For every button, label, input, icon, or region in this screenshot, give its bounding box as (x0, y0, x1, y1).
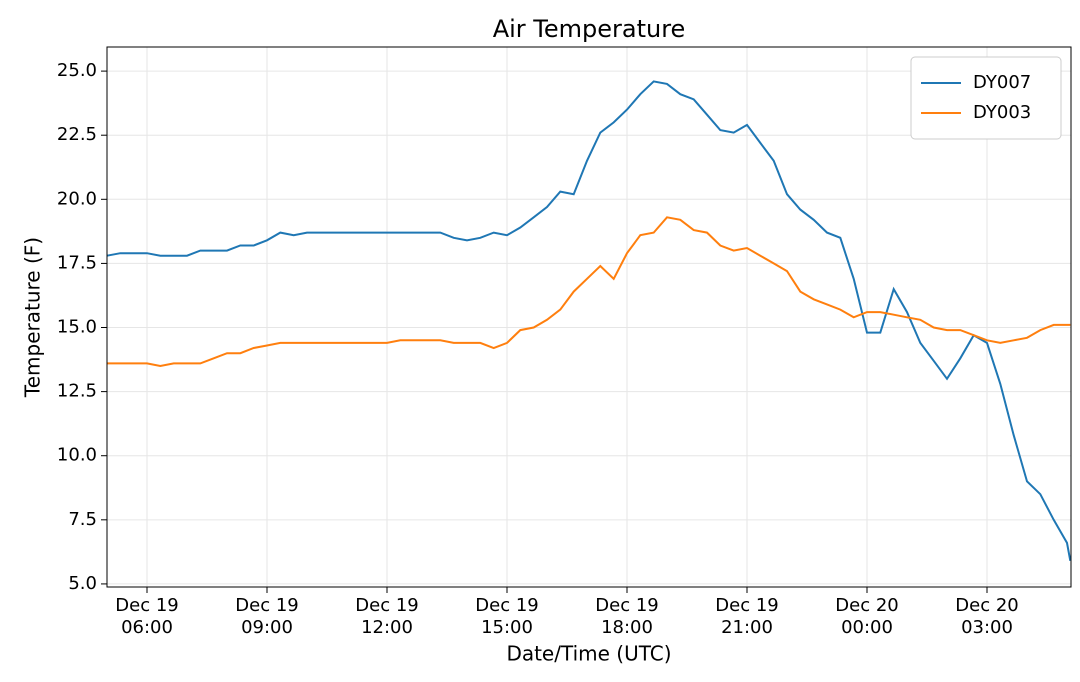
y-tick-label: 12.5 (57, 381, 97, 402)
plot-frame (106, 46, 1072, 588)
line-series (107, 216, 1071, 368)
y-tick-label: 10.0 (57, 445, 97, 466)
y-tick-label: 7.5 (68, 509, 97, 530)
line-series (106, 80, 1072, 561)
y-tick-label: 20.0 (57, 188, 97, 209)
x-tick-label: Dec 20 00:00 (835, 595, 899, 638)
y-tick-label: 5.0 (68, 573, 97, 594)
x-tick-label: Dec 19 09:00 (235, 595, 299, 638)
y-tick-label: 15.0 (57, 317, 97, 338)
legend-box (910, 56, 1062, 140)
y-axis-label: Temperature (F) (21, 237, 45, 398)
y-tick-label: 25.0 (57, 60, 97, 81)
x-tick-label: Dec 19 15:00 (475, 595, 539, 638)
legend-label: DY003 (973, 102, 1031, 123)
chart-title: Air Temperature (493, 15, 686, 43)
x-tick-label: Dec 19 12:00 (355, 595, 419, 638)
legend-label: DY007 (973, 72, 1031, 93)
x-tick-label: Dec 19 21:00 (715, 595, 779, 638)
y-tick-label: 22.5 (57, 124, 97, 145)
x-tick-label: Dec 19 18:00 (595, 595, 659, 638)
x-tick-label: Dec 19 06:00 (115, 595, 179, 638)
x-tick-label: Dec 20 03:00 (955, 595, 1019, 638)
y-tick-label: 17.5 (57, 252, 97, 273)
x-axis-label: Date/Time (UTC) (506, 642, 671, 666)
